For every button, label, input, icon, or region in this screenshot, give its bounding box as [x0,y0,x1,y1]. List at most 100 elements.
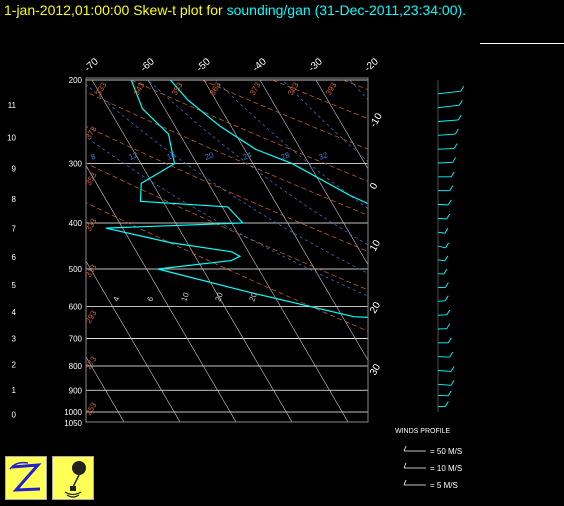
height-tick-label: 5 [12,281,17,290]
isotherm-line [91,79,293,422]
wind-barb-flag [450,380,455,386]
moist-adiabat-line [282,79,368,162]
moist-adiabat-line [86,136,368,297]
wind-barb-flag [446,213,451,220]
isotherm-line [259,79,368,266]
legend-barb-tick [403,462,407,469]
mixing-ratio-label: 6 [145,295,155,303]
balloon-icon [64,461,86,498]
wind-barb-flag [460,85,465,92]
dry-adiabat-line [272,79,368,120]
top-temp-label: -40 [251,56,269,74]
legend-barb-tick [403,479,407,486]
wind-barb [437,133,456,136]
moist-adiabat-line [214,79,368,210]
plot-frame [85,77,369,423]
title-label: Skew-t plot for [133,2,223,18]
dry-adiabat-top-label: 343 [132,80,147,97]
mixing-ratio-label: 20 [213,291,225,303]
top-temp-label: -60 [139,56,157,74]
wind-legend-item: = 50 M/S [430,447,462,456]
isotherm-line [203,79,368,361]
sounding-logo[interactable] [52,456,94,500]
dry-adiabat-line [131,79,368,182]
wind-barb-flag [449,351,454,358]
dry-adiabat-top-label: 383 [286,80,301,97]
wind-barb-flag [444,401,449,407]
wind-barb-flag [447,390,452,397]
isotherm-line [540,80,564,432]
title-valid-time: (31-Dec-2011,23:34:00) [314,2,463,18]
mixing-ratio-label: 4 [111,295,121,303]
isotherm-line [315,79,368,170]
wind-barb [437,259,445,262]
chart-title: 1-jan-2012,01:00:00 Skew-t plot for soun… [4,2,466,18]
height-tick-label: 2 [12,361,17,370]
wind-barb-flag [452,157,457,163]
dry-adiabat-line [86,202,368,332]
dry-adiabat-top-label: 333 [94,80,109,97]
pressure-tick-label: 500 [69,265,83,274]
dry-adiabat-top-label: 393 [324,80,339,97]
dry-adiabat-line [555,80,564,422]
wind-barb [437,148,455,150]
mixing-ratio-line [538,307,564,412]
mixing-ratio-line [493,307,564,412]
dry-adiabat-line [485,80,564,422]
moist-adiabat-label: 32 [318,150,330,162]
moist-adiabat-label: 16 [166,150,178,162]
dry-adiabat-line [86,162,368,291]
wind-barb-flag [444,228,449,234]
dry-adiabat-line [86,126,368,252]
wind-barb [437,231,445,234]
mixing-ratio-label: 20 [247,291,259,303]
moist-adiabat-line [86,84,368,274]
pressure-tick-label: 200 [69,76,83,85]
wind-barb-flag [450,366,455,372]
pressure-tick-label: 1000 [64,408,82,417]
wind-legend-title: WINDS PROFILE [395,428,451,435]
moist-adiabat-line [147,79,368,246]
wind-barb-flag [454,128,459,135]
right-temp-label: 0 [368,181,381,192]
top-temp-label: -20 [363,56,381,74]
height-tick-label: 1 [12,386,17,395]
wind-barb [437,162,453,164]
z-icon [9,461,42,492]
wind-legend-item: = 5 M/S [430,481,458,490]
pressure-tick-label: 600 [69,303,83,312]
wind-barb-flag [458,99,463,106]
height-tick-label: 8 [12,195,17,204]
wind-barb-flag [446,309,451,316]
pressure-tick-label: 1050 [64,419,82,428]
moist-adiabat-label: 8 [90,152,98,162]
zebra-logo[interactable] [5,456,47,500]
title-date: 1-jan-2012,01:00:00 [4,2,130,18]
moist-adiabat-label: 24 [242,150,254,162]
pressure-tick-label: 700 [69,334,83,343]
dry-adiabat-top-label: 363 [208,80,223,97]
wind-barb [437,104,460,109]
height-tick-label: 9 [12,164,17,173]
pressure-tick-label: 900 [69,386,83,395]
isotherm-line [86,164,237,422]
wind-barb [437,119,459,122]
wind-legend-item: = 10 M/S [430,464,462,473]
right-temp-label: 30 [368,362,383,378]
isotherm-line [428,80,564,432]
pressure-tick-label: 300 [69,160,83,169]
wind-barb [437,383,452,386]
dry-adiabat-top-label: 373 [248,80,263,97]
temperature-curve [169,79,368,205]
wind-barb-flag [447,337,452,344]
height-tick-label: 3 [12,335,17,344]
isotherm-line [147,79,349,422]
top-temp-label: -50 [195,56,213,74]
moist-adiabat-label: 20 [204,150,216,162]
wind-barb-flag [453,143,458,149]
height-tick-label: 7 [12,225,17,234]
dewpoint-curve [105,79,368,318]
wind-barb-flag [445,242,450,249]
wind-barb-flag [449,185,454,191]
